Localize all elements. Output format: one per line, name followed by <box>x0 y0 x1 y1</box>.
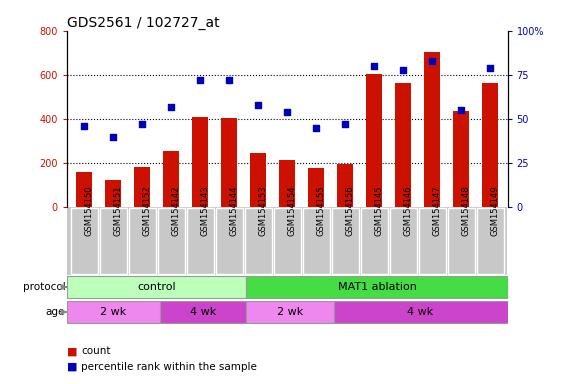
Bar <box>163 151 179 207</box>
Point <box>224 77 234 83</box>
Point <box>369 63 379 69</box>
Text: age: age <box>46 307 65 317</box>
FancyBboxPatch shape <box>246 301 334 323</box>
Text: GSM154155: GSM154155 <box>316 185 325 236</box>
FancyBboxPatch shape <box>158 208 184 274</box>
FancyBboxPatch shape <box>160 301 246 323</box>
Text: GSM154150: GSM154150 <box>84 185 93 236</box>
Point <box>427 58 437 64</box>
FancyBboxPatch shape <box>332 208 358 274</box>
Bar <box>192 117 208 207</box>
Text: 2 wk: 2 wk <box>100 307 126 317</box>
FancyBboxPatch shape <box>334 301 508 323</box>
Text: GSM154153: GSM154153 <box>258 185 267 236</box>
Bar <box>424 52 440 207</box>
Text: GSM154147: GSM154147 <box>432 185 441 236</box>
FancyBboxPatch shape <box>187 208 213 274</box>
Bar <box>395 83 411 207</box>
Bar <box>279 160 295 207</box>
FancyBboxPatch shape <box>477 208 503 274</box>
Point <box>340 121 350 127</box>
Text: GSM154152: GSM154152 <box>142 185 151 236</box>
Bar <box>250 152 266 207</box>
Bar <box>308 168 324 207</box>
Bar <box>221 118 237 207</box>
Point <box>137 121 147 127</box>
Text: 2 wk: 2 wk <box>277 307 303 317</box>
FancyBboxPatch shape <box>71 208 97 274</box>
Bar <box>366 74 382 207</box>
Text: ■: ■ <box>67 362 77 372</box>
Point <box>311 125 321 131</box>
FancyBboxPatch shape <box>67 276 246 298</box>
Text: GSM154156: GSM154156 <box>345 185 354 236</box>
Bar <box>76 172 92 207</box>
FancyBboxPatch shape <box>303 208 329 274</box>
Bar <box>337 164 353 207</box>
Text: percentile rank within the sample: percentile rank within the sample <box>81 362 257 372</box>
Text: GSM154146: GSM154146 <box>403 185 412 236</box>
Point <box>79 123 89 129</box>
Point <box>456 107 466 113</box>
Bar <box>453 111 469 207</box>
Text: GSM154145: GSM154145 <box>374 185 383 236</box>
Text: 4 wk: 4 wk <box>190 307 216 317</box>
Text: GSM154142: GSM154142 <box>171 185 180 236</box>
Point <box>166 104 176 110</box>
FancyBboxPatch shape <box>390 208 416 274</box>
Text: GSM154148: GSM154148 <box>461 185 470 236</box>
Bar <box>134 167 150 207</box>
Text: count: count <box>81 346 111 356</box>
FancyBboxPatch shape <box>100 208 126 274</box>
Point <box>282 109 292 115</box>
FancyBboxPatch shape <box>361 208 387 274</box>
Point <box>195 77 205 83</box>
FancyBboxPatch shape <box>129 208 155 274</box>
FancyBboxPatch shape <box>67 301 160 323</box>
FancyBboxPatch shape <box>448 208 474 274</box>
Bar <box>482 83 498 207</box>
Text: GSM154154: GSM154154 <box>287 185 296 236</box>
Text: MAT1 ablation: MAT1 ablation <box>338 282 416 292</box>
Text: GSM154144: GSM154144 <box>229 185 238 236</box>
Point <box>485 65 495 71</box>
Text: ■: ■ <box>67 346 77 356</box>
Text: GDS2561 / 102727_at: GDS2561 / 102727_at <box>67 16 219 30</box>
Point <box>108 134 118 140</box>
FancyBboxPatch shape <box>274 208 300 274</box>
FancyBboxPatch shape <box>245 208 271 274</box>
FancyBboxPatch shape <box>216 208 242 274</box>
Bar <box>105 180 121 207</box>
FancyBboxPatch shape <box>419 208 445 274</box>
Text: control: control <box>137 282 176 292</box>
Text: GSM154143: GSM154143 <box>200 185 209 236</box>
Text: 4 wk: 4 wk <box>407 307 434 317</box>
FancyBboxPatch shape <box>246 276 508 298</box>
Text: protocol: protocol <box>23 282 65 292</box>
Point <box>398 66 408 73</box>
Text: GSM154149: GSM154149 <box>490 185 499 236</box>
Point <box>253 102 263 108</box>
Text: GSM154151: GSM154151 <box>113 185 122 236</box>
